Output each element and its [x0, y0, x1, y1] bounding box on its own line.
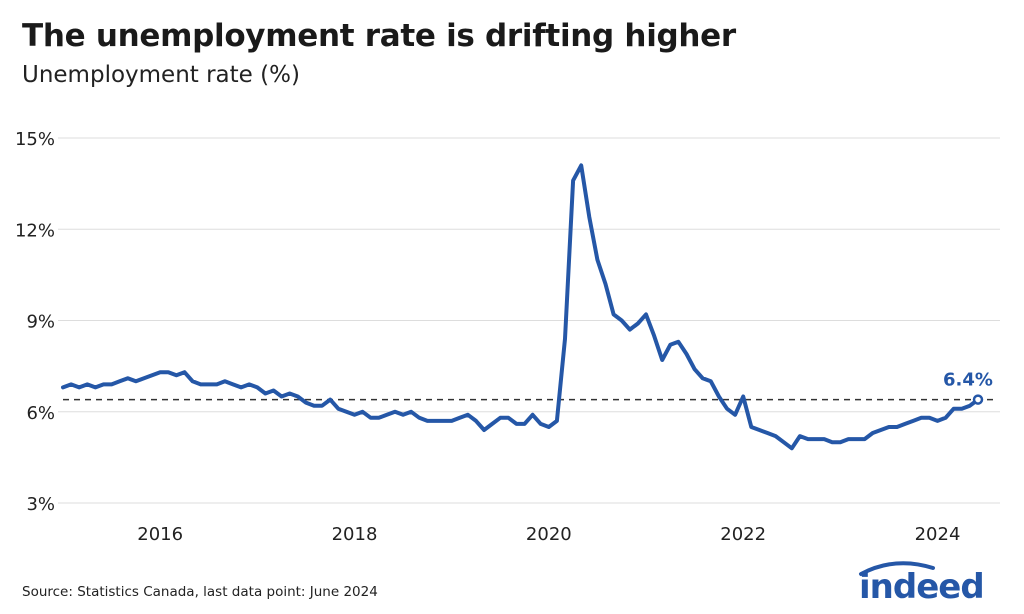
x-tick-label: 2016: [137, 524, 183, 545]
x-tick-label: 2020: [526, 524, 572, 545]
last-data-point-marker: [972, 394, 984, 405]
chart-subtitle: Unemployment rate (%): [22, 62, 300, 88]
last-value-label: 6.4%: [943, 370, 993, 391]
x-tick-label: 2018: [332, 524, 378, 545]
indeed-logo: indeed: [855, 560, 995, 609]
y-tick-label: 3%: [26, 494, 55, 515]
source-note: Source: Statistics Canada, last data poi…: [22, 584, 378, 600]
y-tick-label: 9%: [26, 312, 55, 333]
y-tick-label: 12%: [15, 220, 55, 241]
chart-title: The unemployment rate is drifting higher: [22, 18, 736, 54]
series-line: [61, 163, 980, 451]
svg-text:indeed: indeed: [859, 567, 984, 605]
x-tick-label: 2024: [915, 524, 961, 545]
y-tick-label: 15%: [15, 129, 55, 150]
x-tick-label: 2022: [720, 524, 766, 545]
y-tick-label: 6%: [26, 403, 55, 424]
